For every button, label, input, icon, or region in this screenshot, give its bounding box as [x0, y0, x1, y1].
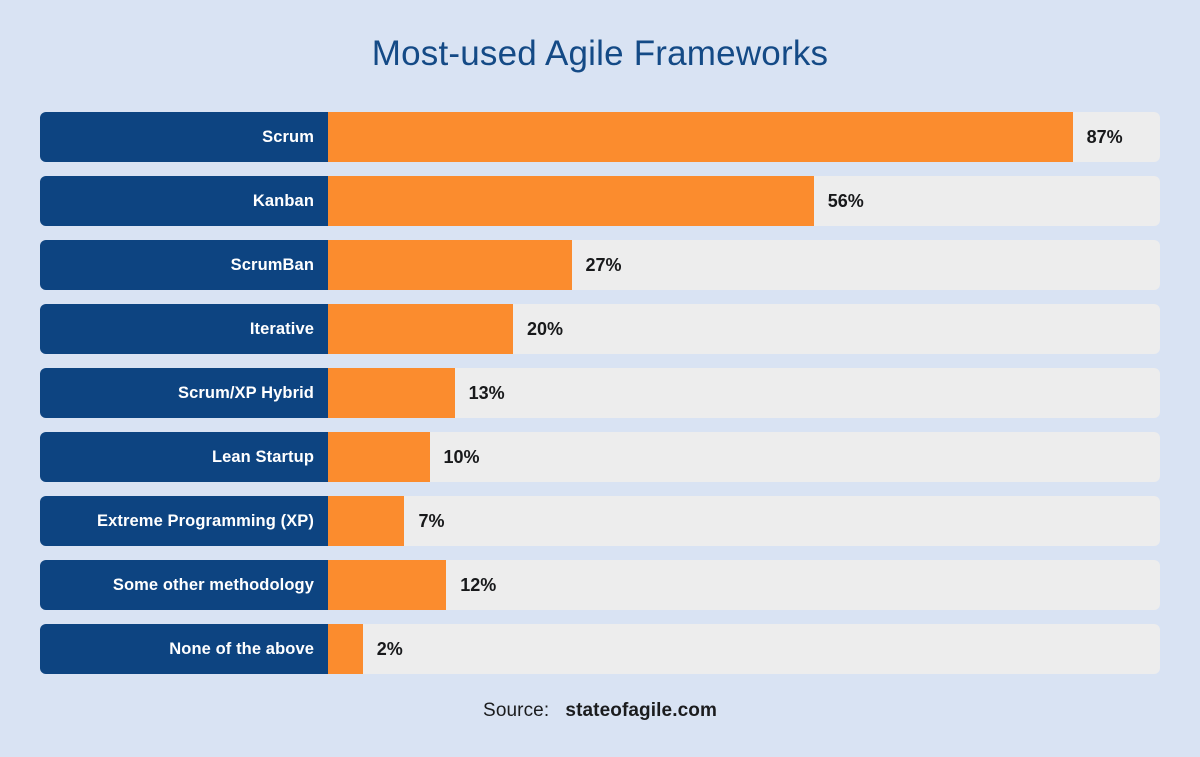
bar-track: 7% — [328, 496, 1160, 546]
bar-track: 27% — [328, 240, 1160, 290]
bar-row: ScrumBan 27% — [40, 240, 1160, 290]
bar-value-label: 12% — [460, 574, 497, 595]
bar-value-label: 56% — [827, 190, 864, 211]
bar-value-label: 2% — [376, 638, 403, 659]
bar-value-label: 13% — [468, 382, 505, 403]
bar-value-label: 7% — [418, 510, 445, 531]
bar-chart: Scrum 87% Kanban 56% ScrumBan 27% Iterative 20%… — [40, 112, 1160, 688]
bar-category-label: Scrum — [40, 112, 328, 162]
source-caption: Source: stateofagile.com — [0, 700, 1200, 722]
bar-category-label: Extreme Programming (XP) — [40, 496, 328, 546]
bar-track: 2% — [328, 624, 1160, 674]
bar-row: Lean Startup 10% — [40, 432, 1160, 482]
bar-value-label: 20% — [527, 318, 564, 339]
bar-track: 20% — [328, 304, 1160, 354]
bar-fill — [328, 432, 430, 482]
source-prefix: Source: — [483, 700, 550, 721]
bar-category-label: Some other methodology — [40, 560, 328, 610]
bar-row: None of the above 2% — [40, 624, 1160, 674]
bar-track: 13% — [328, 368, 1160, 418]
bar-category-label: ScrumBan — [40, 240, 328, 290]
bar-row: Some other methodology 12% — [40, 560, 1160, 610]
bar-value-label: 10% — [443, 446, 480, 467]
bar-row: Scrum 87% — [40, 112, 1160, 162]
bar-track: 12% — [328, 560, 1160, 610]
bar-fill — [328, 368, 455, 418]
page-title: Most-used Agile Frameworks — [371, 34, 829, 73]
bar-track: 56% — [328, 176, 1160, 226]
bar-fill — [328, 176, 814, 226]
bar-category-label: Kanban — [40, 176, 328, 226]
bar-row: Scrum/XP Hybrid 13% — [40, 368, 1160, 418]
bar-category-label: None of the above — [40, 624, 328, 674]
bar-row: Extreme Programming (XP) 7% — [40, 496, 1160, 546]
bar-category-label: Lean Startup — [40, 432, 328, 482]
bar-fill — [328, 304, 514, 354]
bar-track: 10% — [328, 432, 1160, 482]
bar-value-label: 27% — [585, 254, 622, 275]
bar-value-label: 87% — [1086, 126, 1123, 147]
bar-row: Iterative 20% — [40, 304, 1160, 354]
bar-category-label: Scrum/XP Hybrid — [40, 368, 328, 418]
bar-fill — [328, 624, 363, 674]
source-site: stateofagile.com — [565, 700, 717, 721]
bar-track: 87% — [328, 112, 1160, 162]
bar-fill — [328, 560, 447, 610]
bar-fill — [328, 240, 572, 290]
bar-fill — [328, 112, 1073, 162]
bar-row: Kanban 56% — [40, 176, 1160, 226]
bar-category-label: Iterative — [40, 304, 328, 354]
bar-fill — [328, 496, 405, 546]
